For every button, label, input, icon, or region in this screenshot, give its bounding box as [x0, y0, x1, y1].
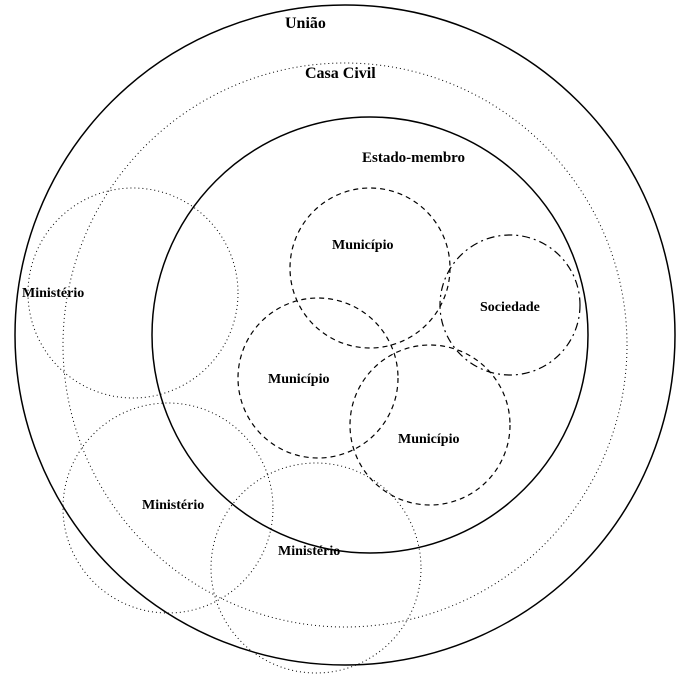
label-ministerio-1: Ministério: [22, 286, 84, 302]
diagram-canvas: União Casa Civil Estado-membro Ministéri…: [0, 0, 691, 675]
label-municipio-1: Município: [332, 238, 393, 254]
diagram-svg-overlay: [0, 0, 691, 675]
label-municipio-3: Município: [398, 432, 459, 448]
label-estado-membro: Estado-membro: [362, 150, 465, 167]
label-ministerio-2: Ministério: [142, 498, 204, 514]
label-sociedade: Sociedade: [480, 300, 540, 316]
label-ministerio-3: Ministério: [278, 544, 340, 560]
svg-circles: [15, 5, 675, 673]
label-municipio-2: Município: [268, 372, 329, 388]
label-casa-civil: Casa Civil: [305, 65, 376, 83]
label-uniao: União: [285, 15, 326, 33]
